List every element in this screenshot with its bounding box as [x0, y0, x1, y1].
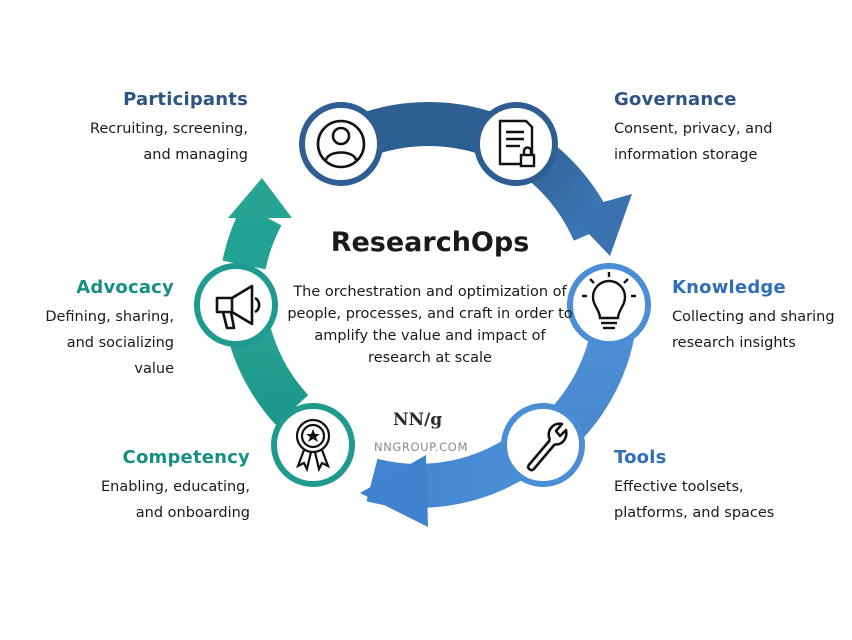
center-title: ResearchOps: [330, 227, 530, 258]
wrench-icon: [526, 422, 568, 472]
stage-title: Competency: [122, 447, 250, 468]
stage-description: Effective toolsets, platforms, and space…: [614, 479, 775, 521]
node-governance: [474, 102, 558, 186]
center-description: The orchestration and optimization of pe…: [287, 284, 573, 366]
arrowhead-to-knowledge: [568, 194, 632, 256]
nng-url: NNGROUP.COM: [374, 440, 468, 454]
node-knowledge: [567, 263, 651, 347]
stage-title: Tools: [614, 447, 667, 468]
stage-description: Enabling, educating, and onboarding: [100, 479, 250, 521]
stage-tools: Tools Effective toolsets, platforms, and…: [614, 447, 804, 526]
arc-advocacy-participants: [222, 204, 282, 270]
stage-competency: Competency Enabling, educating, and onbo…: [62, 447, 250, 526]
arrowhead-to-participants: [228, 178, 292, 218]
stage-description: Defining, sharing, and socializing value: [45, 309, 174, 377]
megaphone-icon: [215, 284, 261, 330]
node-competency: [271, 403, 355, 487]
stage-title: Advocacy: [76, 277, 174, 298]
stage-description: Consent, privacy, and information storag…: [614, 121, 773, 163]
stage-title: Participants: [123, 89, 248, 110]
stage-description: Collecting and sharing research insights: [672, 309, 835, 351]
nng-logo: NN/g: [393, 410, 443, 430]
stage-participants: Participants Recruiting, screening, and …: [48, 89, 248, 168]
arrowhead-to-competency-tip: [360, 455, 428, 527]
stage-knowledge: Knowledge Collecting and sharing researc…: [672, 277, 847, 356]
stage-title: Governance: [614, 89, 737, 110]
stage-title: Knowledge: [672, 277, 786, 298]
award-ribbon-icon: [295, 418, 331, 473]
document-lock-icon: [498, 119, 536, 168]
lightbulb-icon: [582, 272, 636, 330]
stage-governance: Governance Consent, privacy, and informa…: [614, 89, 824, 168]
stage-description: Recruiting, screening, and managing: [89, 121, 248, 163]
person-icon: [316, 119, 366, 169]
node-tools: [501, 403, 585, 487]
stage-advocacy: Advocacy Defining, sharing, and socializ…: [14, 277, 174, 382]
node-advocacy: [194, 263, 278, 347]
node-participants: [299, 102, 383, 186]
